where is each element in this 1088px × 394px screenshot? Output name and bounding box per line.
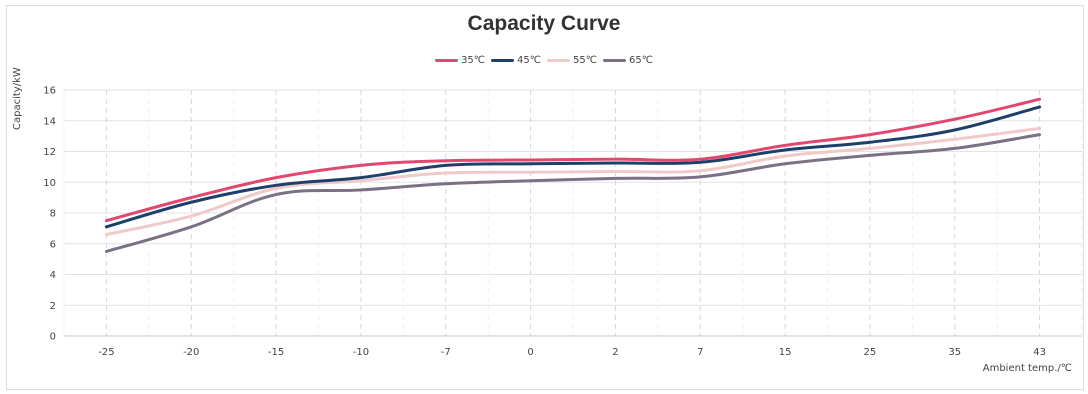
legend-swatch bbox=[491, 59, 515, 62]
series-line-35℃ bbox=[104, 97, 1042, 223]
y-tick-label: 4 bbox=[50, 270, 56, 281]
x-axis-label: Ambient temp./℃ bbox=[982, 363, 1072, 374]
x-tick-label: -20 bbox=[183, 347, 199, 358]
x-tick-label: 2 bbox=[612, 347, 618, 358]
y-tick-label: 2 bbox=[50, 301, 56, 312]
series-line-55℃ bbox=[104, 126, 1042, 237]
x-tick-label: 0 bbox=[527, 347, 533, 358]
x-tick-label: 43 bbox=[1033, 347, 1046, 358]
legend-label: 65℃ bbox=[628, 55, 653, 66]
legend-item[interactable]: 65℃ bbox=[602, 55, 653, 66]
y-tick-label: 10 bbox=[43, 178, 56, 189]
x-tick-label: 15 bbox=[779, 347, 792, 358]
x-tick-label: 25 bbox=[864, 347, 877, 358]
legend-label: 35℃ bbox=[461, 55, 486, 66]
legend-item[interactable]: 55℃ bbox=[547, 55, 597, 66]
y-tick-label: 0 bbox=[50, 332, 56, 343]
y-tick-label: 12 bbox=[43, 147, 56, 158]
chart-title: Capacity Curve bbox=[467, 12, 621, 35]
legend-swatch bbox=[435, 59, 459, 62]
legend-label: 45℃ bbox=[517, 55, 541, 66]
x-tick-label: -15 bbox=[268, 347, 284, 358]
y-tick-label: 14 bbox=[43, 116, 56, 127]
x-tick-label: -25 bbox=[98, 347, 114, 358]
chart-frame bbox=[6, 5, 1084, 390]
y-tick-label: 16 bbox=[43, 86, 56, 97]
x-tick-label: -10 bbox=[353, 347, 369, 358]
x-tick-label: 35 bbox=[948, 347, 961, 358]
legend-swatch bbox=[602, 59, 626, 62]
x-tick-label: 7 bbox=[697, 347, 703, 358]
series-line-65℃ bbox=[104, 133, 1042, 253]
legend-label: 55℃ bbox=[573, 55, 597, 66]
chart-legend[interactable]: 35℃ 45℃ 55℃ 65℃ bbox=[0, 55, 1088, 66]
series-line-45℃ bbox=[104, 105, 1042, 229]
legend-item[interactable]: 35℃ bbox=[435, 55, 485, 66]
legend-swatch bbox=[547, 59, 570, 62]
y-tick-label: 8 bbox=[50, 209, 56, 220]
x-tick-label: -7 bbox=[441, 347, 451, 358]
legend-item[interactable]: 45℃ bbox=[491, 55, 541, 66]
y-tick-label: 6 bbox=[50, 239, 56, 250]
